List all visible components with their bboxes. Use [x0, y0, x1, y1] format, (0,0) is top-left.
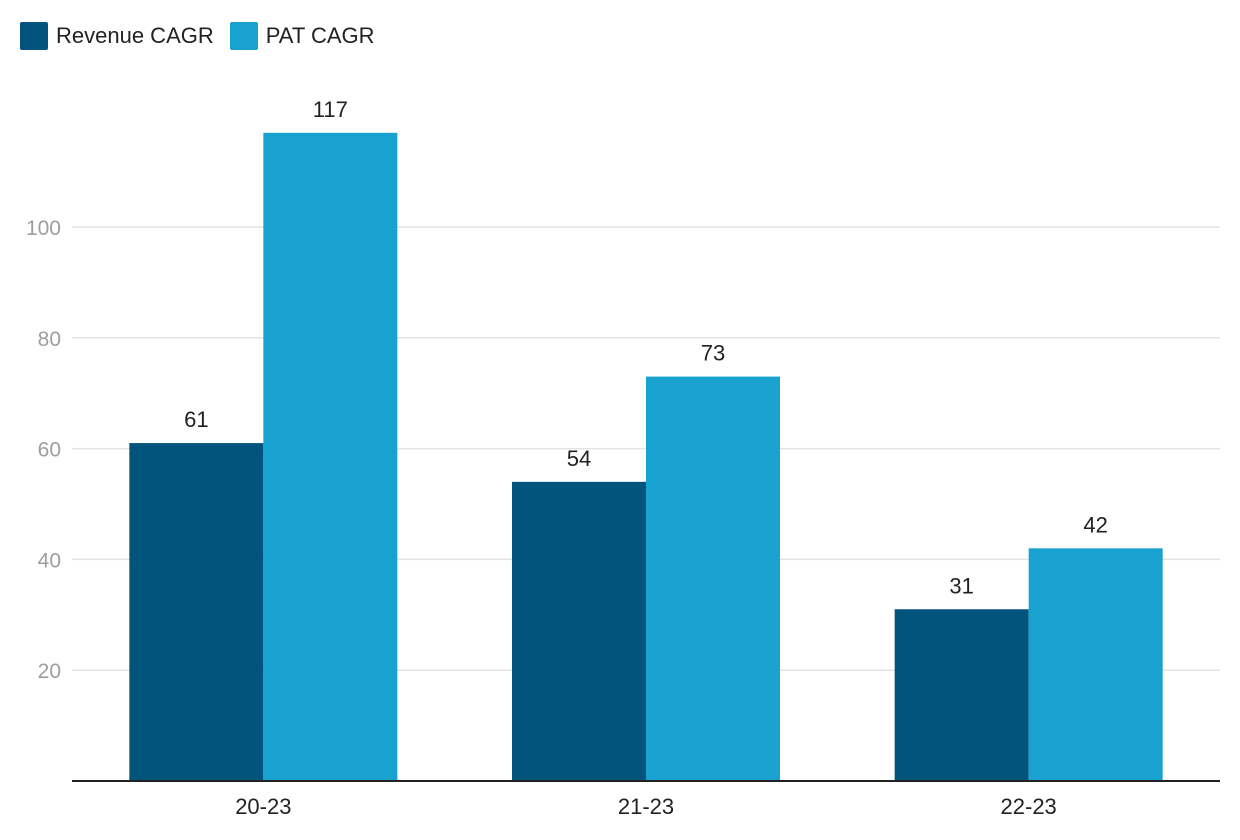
bar	[512, 481, 646, 781]
data-label: 73	[701, 341, 725, 366]
x-tick-label: 22-23	[1001, 794, 1057, 819]
y-tick-label: 20	[38, 660, 61, 683]
data-label: 42	[1083, 512, 1107, 537]
bar	[263, 132, 398, 781]
x-tick-label: 20-23	[235, 794, 291, 819]
y-tick-label: 60	[38, 439, 61, 462]
legend-swatch-pat-cagr	[229, 22, 258, 50]
data-label: 54	[567, 446, 591, 471]
legend-item-revenue-cagr: Revenue CAGR	[20, 22, 214, 50]
bar	[1028, 548, 1163, 781]
legend-label-pat-cagr: PAT CAGR	[265, 23, 375, 48]
bar	[129, 443, 264, 781]
legend-item-pat-cagr: PAT CAGR	[229, 22, 375, 50]
legend: Revenue CAGR PAT CAGR	[20, 22, 391, 50]
data-label: 31	[949, 573, 973, 598]
x-tick-label: 21-23	[618, 794, 674, 819]
bar	[894, 609, 1029, 781]
y-tick-label: 100	[26, 217, 61, 240]
y-tick-label: 40	[38, 549, 61, 572]
legend-swatch-revenue-cagr	[20, 22, 48, 50]
data-label: 61	[184, 407, 208, 432]
bar	[646, 376, 780, 781]
y-tick-label: 80	[38, 328, 61, 351]
data-label: 117	[313, 97, 348, 122]
legend-label-revenue-cagr: Revenue CAGR	[56, 23, 214, 48]
